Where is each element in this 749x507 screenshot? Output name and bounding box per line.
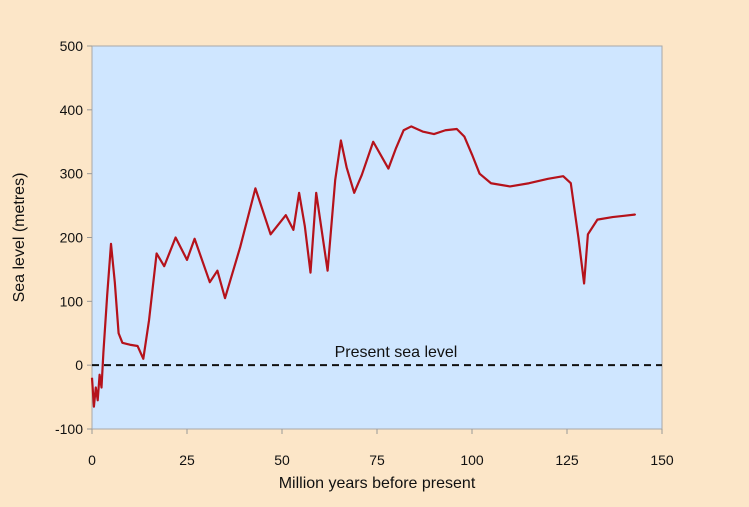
data-point <box>315 192 317 194</box>
data-point <box>490 182 492 184</box>
data-point <box>410 125 412 128</box>
y-tick-label: 500 <box>60 38 84 54</box>
data-point <box>361 174 363 176</box>
data-point <box>456 128 458 130</box>
y-tick-label: 300 <box>60 166 84 182</box>
data-point <box>547 178 549 180</box>
y-tick-label: -100 <box>55 421 83 437</box>
data-point <box>596 219 599 221</box>
data-point <box>353 192 355 194</box>
data-point <box>562 175 564 177</box>
data-point <box>372 141 374 143</box>
data-point <box>304 225 306 227</box>
data-point <box>100 386 103 389</box>
data-point <box>570 182 572 184</box>
x-tick-label: 0 <box>88 452 96 468</box>
series-points <box>91 125 637 408</box>
x-tick-label: 100 <box>460 452 484 468</box>
x-axis: 0 25 50 75 100 125 150 <box>88 429 674 468</box>
data-point <box>114 281 116 283</box>
y-tick-label: 200 <box>60 230 84 246</box>
x-tick-label: 150 <box>650 452 674 468</box>
plot-area <box>91 45 663 430</box>
data-point <box>209 281 211 283</box>
x-axis-title: Million years before present <box>279 475 476 492</box>
data-point <box>194 238 196 240</box>
data-point <box>106 294 108 296</box>
data-point <box>309 272 312 274</box>
data-point <box>403 129 405 131</box>
data-point <box>463 136 465 138</box>
data-point <box>95 386 97 389</box>
y-tick-label: 100 <box>60 293 84 309</box>
data-point <box>577 236 580 239</box>
data-point <box>346 166 348 168</box>
y-tick-label: 0 <box>75 357 83 373</box>
data-point <box>298 192 300 194</box>
data-point <box>148 319 150 322</box>
data-point <box>444 129 446 131</box>
data-point <box>422 130 424 133</box>
data-point <box>121 342 123 344</box>
data-point <box>395 147 397 149</box>
data-point <box>129 344 131 346</box>
y-axis-title: Sea level (metres) <box>11 173 28 303</box>
data-point <box>479 173 481 175</box>
data-point <box>102 351 104 353</box>
data-point <box>634 213 637 216</box>
data-point <box>528 182 530 184</box>
data-point <box>270 233 272 235</box>
data-point <box>142 358 144 360</box>
data-point <box>91 377 93 379</box>
data-point <box>433 133 435 135</box>
data-point <box>156 252 158 255</box>
x-tick-label: 50 <box>274 452 290 468</box>
data-point <box>163 265 165 267</box>
data-point <box>186 259 188 261</box>
present-sea-level-label: Present sea level <box>335 344 458 361</box>
data-point <box>175 236 177 239</box>
data-point <box>334 179 336 181</box>
data-point <box>327 270 329 272</box>
data-point <box>509 185 511 188</box>
data-point <box>216 270 218 272</box>
data-point <box>292 229 294 231</box>
data-point <box>137 345 139 347</box>
x-tick-label: 25 <box>179 452 195 468</box>
data-point <box>612 216 614 218</box>
data-point <box>224 297 226 299</box>
sea-level-series-line <box>90 125 636 408</box>
data-point <box>118 332 120 334</box>
data-point <box>110 243 112 245</box>
data-point <box>340 139 342 142</box>
y-tick-label: 400 <box>60 102 84 118</box>
x-tick-label: 125 <box>555 452 579 468</box>
data-point <box>254 187 256 189</box>
data-point <box>387 167 389 170</box>
data-point <box>623 215 625 217</box>
x-tick-label: 75 <box>369 452 385 468</box>
y-axis: -100 0 100 200 300 400 500 <box>55 38 92 437</box>
data-point <box>93 406 95 408</box>
data-point <box>587 233 589 235</box>
data-point <box>471 153 473 156</box>
data-point <box>239 246 241 248</box>
data-point <box>285 214 287 216</box>
data-point <box>583 282 585 285</box>
data-point <box>99 374 101 376</box>
data-point <box>97 399 99 401</box>
